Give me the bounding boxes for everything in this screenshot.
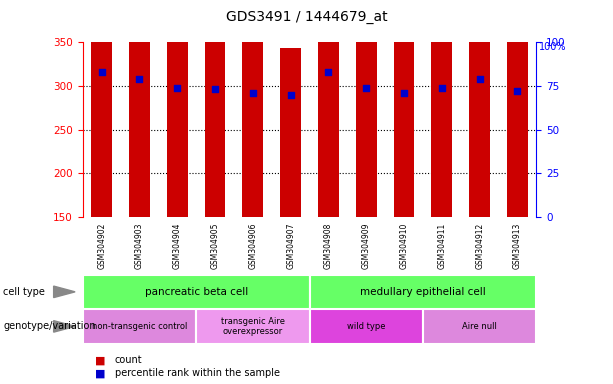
- Text: GSM304908: GSM304908: [324, 223, 333, 269]
- Point: [134, 76, 145, 82]
- Point: [437, 84, 447, 91]
- Point: [475, 76, 485, 82]
- Text: GSM304913: GSM304913: [513, 223, 522, 269]
- Text: transgenic Aire
overexpressor: transgenic Aire overexpressor: [221, 317, 285, 336]
- Text: GSM304902: GSM304902: [97, 223, 106, 269]
- Text: GDS3491 / 1444679_at: GDS3491 / 1444679_at: [226, 10, 387, 23]
- Text: GSM304903: GSM304903: [135, 222, 144, 269]
- Text: percentile rank within the sample: percentile rank within the sample: [115, 368, 280, 378]
- Bar: [83, 309, 196, 344]
- Bar: [394, 33, 414, 217]
- Bar: [91, 0, 112, 217]
- Bar: [318, 0, 339, 217]
- Point: [172, 84, 182, 91]
- Text: medullary epithelial cell: medullary epithelial cell: [360, 287, 486, 297]
- Text: count: count: [115, 355, 142, 365]
- Text: GSM304911: GSM304911: [437, 223, 446, 269]
- Bar: [356, 0, 376, 217]
- Text: pancreatic beta cell: pancreatic beta cell: [145, 287, 248, 297]
- Text: cell type: cell type: [3, 287, 45, 297]
- Bar: [196, 309, 310, 344]
- Point: [361, 84, 371, 91]
- Polygon shape: [54, 321, 75, 332]
- Text: GSM304904: GSM304904: [173, 222, 182, 269]
- Point: [97, 69, 107, 75]
- Text: non-transgenic control: non-transgenic control: [92, 322, 187, 331]
- Text: ■: ■: [95, 368, 105, 378]
- Bar: [243, 36, 263, 217]
- Polygon shape: [54, 286, 75, 298]
- Bar: [310, 275, 536, 309]
- Point: [324, 69, 333, 75]
- Point: [210, 86, 220, 93]
- Text: ■: ■: [95, 355, 105, 365]
- Bar: [280, 48, 301, 217]
- Bar: [310, 309, 423, 344]
- Text: GSM304905: GSM304905: [210, 222, 219, 269]
- Bar: [205, 20, 226, 217]
- Bar: [129, 0, 150, 217]
- Text: wild type: wild type: [347, 322, 386, 331]
- Bar: [432, 0, 452, 217]
- Text: genotype/variation: genotype/variation: [3, 321, 96, 331]
- Text: GSM304909: GSM304909: [362, 222, 371, 269]
- Text: GSM304912: GSM304912: [475, 223, 484, 269]
- Text: GSM304910: GSM304910: [400, 223, 409, 269]
- Point: [512, 88, 522, 94]
- Text: Aire null: Aire null: [462, 322, 497, 331]
- Bar: [167, 16, 188, 217]
- Bar: [423, 309, 536, 344]
- Point: [248, 90, 257, 96]
- Text: 100%: 100%: [539, 42, 567, 52]
- Bar: [83, 275, 310, 309]
- Text: GSM304907: GSM304907: [286, 222, 295, 269]
- Point: [286, 92, 295, 98]
- Bar: [507, 28, 528, 217]
- Bar: [470, 0, 490, 217]
- Text: GSM304906: GSM304906: [248, 222, 257, 269]
- Point: [399, 90, 409, 96]
